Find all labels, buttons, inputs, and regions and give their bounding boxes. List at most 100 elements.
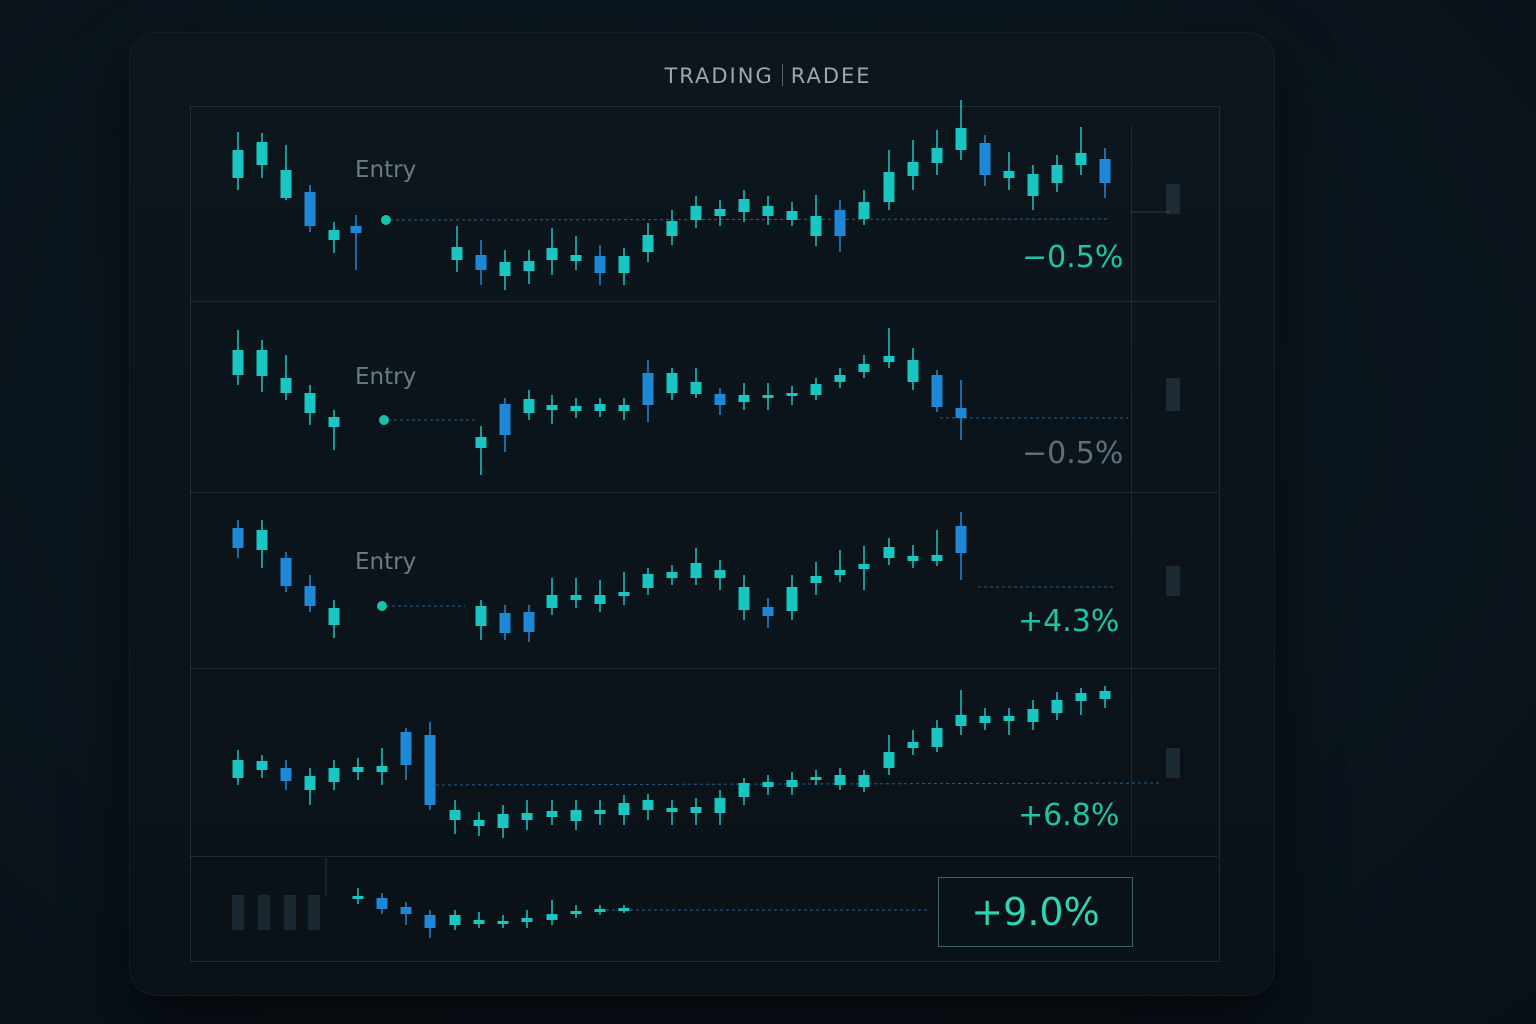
candle-body <box>883 547 895 558</box>
candle-body <box>642 235 654 252</box>
candle-body <box>907 360 919 382</box>
candle-body <box>376 898 388 909</box>
candle-body <box>256 530 268 550</box>
candle-body <box>546 811 558 817</box>
candle-body <box>834 570 846 575</box>
candle-body <box>451 247 463 260</box>
candle-body <box>232 528 244 548</box>
candle-body <box>1003 716 1015 721</box>
title-separator <box>781 64 783 86</box>
candle-body <box>907 742 919 748</box>
candle-body <box>594 256 606 273</box>
entry-label-3: Entry <box>355 549 417 575</box>
faded-bar <box>232 895 244 930</box>
change-panel-2: −0.5% <box>1022 436 1124 471</box>
candle-body <box>1099 159 1111 183</box>
candle-body <box>473 920 485 924</box>
candle-body <box>1075 693 1087 701</box>
candle-body <box>449 810 461 820</box>
candle-body <box>907 556 919 561</box>
candle-body <box>762 607 774 616</box>
change-panel-4: +6.8% <box>1018 798 1120 833</box>
faded-bar <box>258 895 270 930</box>
candle-body <box>521 918 533 922</box>
candle-body <box>931 148 943 163</box>
entry-label-2: Entry <box>355 364 417 390</box>
candle-body <box>810 576 822 583</box>
candle-body <box>400 732 412 765</box>
candle-body <box>810 216 822 236</box>
candle-body <box>858 364 870 372</box>
candle-body <box>570 810 582 821</box>
candle-body <box>714 798 726 813</box>
panel-divider <box>190 856 1218 857</box>
candle-body <box>738 783 750 797</box>
candle-body <box>810 777 822 780</box>
candle-body <box>497 921 509 924</box>
candle-body <box>424 735 436 805</box>
candle-body <box>304 776 316 790</box>
candle-body <box>907 162 919 176</box>
candle-body <box>666 572 678 578</box>
candle-body <box>666 373 678 393</box>
candle-body <box>786 211 798 220</box>
entry-label-1: Entry <box>355 157 417 183</box>
entry-dot <box>381 215 391 225</box>
candle-body <box>570 406 582 411</box>
candle-body <box>376 766 388 772</box>
candle-body <box>858 564 870 569</box>
candle-body <box>714 209 726 216</box>
candle-body <box>931 728 943 747</box>
faded-bar <box>284 895 296 930</box>
candle-body <box>499 262 511 276</box>
candle-body <box>304 586 316 606</box>
candle-body <box>714 394 726 405</box>
candle-body <box>883 356 895 362</box>
candle-body <box>762 782 774 787</box>
change-panel-1: −0.5% <box>1022 240 1124 275</box>
candle-body <box>499 613 511 633</box>
candle-body <box>955 128 967 150</box>
candle-body <box>546 914 558 920</box>
candle-body <box>834 775 846 785</box>
candle-body <box>738 587 750 610</box>
candle-body <box>786 587 798 611</box>
price-marker <box>1166 566 1180 596</box>
candle-body <box>834 210 846 236</box>
title-left: TRADING <box>664 64 774 88</box>
candle-body <box>497 814 509 828</box>
candle-body <box>328 768 340 782</box>
panel-divider <box>190 301 1218 302</box>
candle-body <box>810 384 822 395</box>
candle-body <box>738 395 750 402</box>
candle-body <box>955 715 967 726</box>
candle-body <box>449 915 461 925</box>
candle-body <box>931 555 943 561</box>
candle-body <box>931 375 943 407</box>
candle-body <box>280 558 292 586</box>
candle-body <box>594 810 606 814</box>
candle-body <box>570 595 582 600</box>
candle-body <box>546 405 558 410</box>
candle-body <box>738 199 750 212</box>
candle-body <box>424 915 436 928</box>
candle-body <box>256 142 268 165</box>
candle-body <box>690 563 702 578</box>
candle-body <box>979 716 991 723</box>
candle-body <box>232 150 244 178</box>
candle-body <box>762 206 774 216</box>
change-panel-3: +4.3% <box>1018 604 1120 639</box>
candle-body <box>642 800 654 810</box>
candle-body <box>594 909 606 912</box>
price-marker <box>1166 748 1180 778</box>
candle-body <box>1051 165 1063 183</box>
candle-body <box>475 437 487 448</box>
app-title: TRADING RADEE <box>0 64 1536 88</box>
candle-body <box>594 595 606 604</box>
candle-body <box>1027 174 1039 196</box>
candle-body <box>1027 709 1039 722</box>
candle-body <box>304 192 316 226</box>
candle-body <box>714 570 726 578</box>
price-axis-divider <box>1131 126 1132 856</box>
